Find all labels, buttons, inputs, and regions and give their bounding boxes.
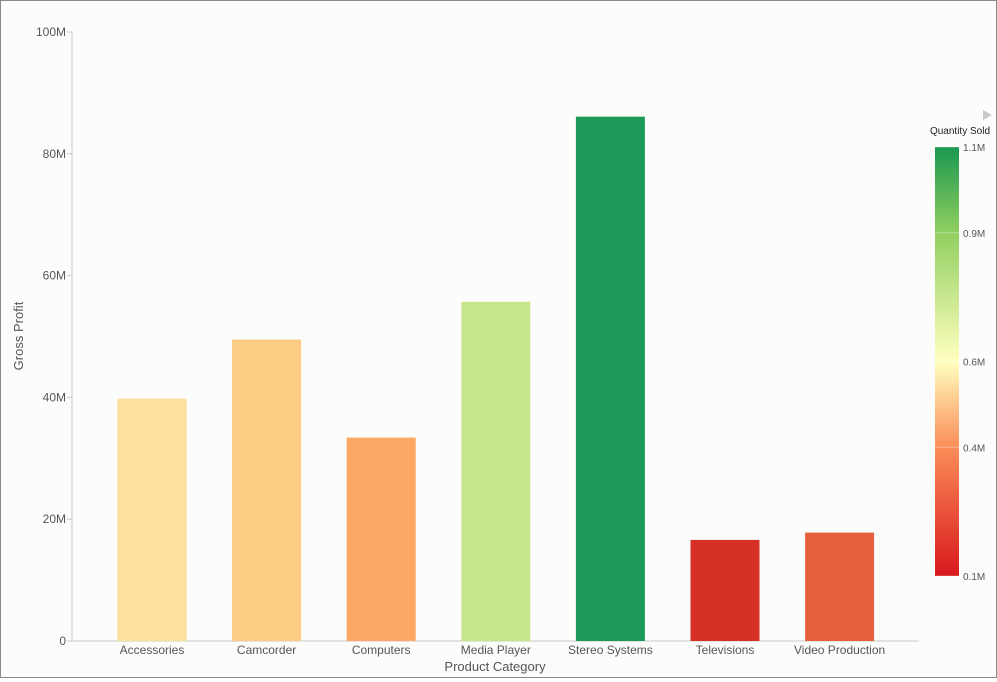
x-tick-label: Camcorder [237, 643, 296, 657]
y-tick-label: 20M [43, 512, 66, 526]
legend-tick-label: 0.9M [963, 229, 985, 240]
legend-gradient-bar [935, 147, 959, 576]
bar [232, 339, 302, 641]
x-axis: Accessories Camcorder Computers Media Playe… [72, 640, 919, 657]
y-tick-label: 40M [43, 390, 66, 404]
legend-ticks: 1.1M 0.9M 0.6M 0.4M 0.1M [935, 143, 985, 583]
legend-tick-label: 0.6M [963, 358, 985, 369]
x-tick-label: Computers [352, 643, 411, 657]
x-tick-label: Accessories [120, 643, 185, 657]
x-axis-title: Product Category [444, 659, 546, 674]
legend-tick-label: 1.1M [963, 143, 985, 154]
bar [690, 539, 760, 641]
y-axis-title: Gross Profit [11, 301, 26, 370]
y-axis: 0 20M 40M 60M 80M 100M [36, 25, 73, 648]
legend-tick-label: 0.4M [963, 443, 985, 454]
legend-title: Quantity Sold [930, 126, 990, 137]
bar [346, 437, 416, 641]
color-legend: Quantity Sold 1.1M 0.9M 0.6M 0.4M 0.1M [930, 110, 992, 583]
x-tick-label: Televisions [696, 643, 755, 657]
play-triangle-icon[interactable] [983, 110, 992, 120]
y-tick-label: 60M [43, 269, 66, 283]
y-tick-label: 100M [36, 25, 66, 39]
bar [575, 116, 645, 641]
x-tick-label: Media Player [461, 643, 531, 657]
legend-tick-label: 0.1M [963, 572, 985, 583]
bars [117, 116, 875, 641]
bar [461, 301, 531, 641]
x-tick-label: Video Production [794, 643, 885, 657]
y-tick-label: 0 [59, 634, 66, 648]
bar [117, 398, 187, 641]
y-tick-label: 80M [43, 147, 66, 161]
x-tick-label: Stereo Systems [568, 643, 653, 657]
bar [805, 532, 875, 641]
